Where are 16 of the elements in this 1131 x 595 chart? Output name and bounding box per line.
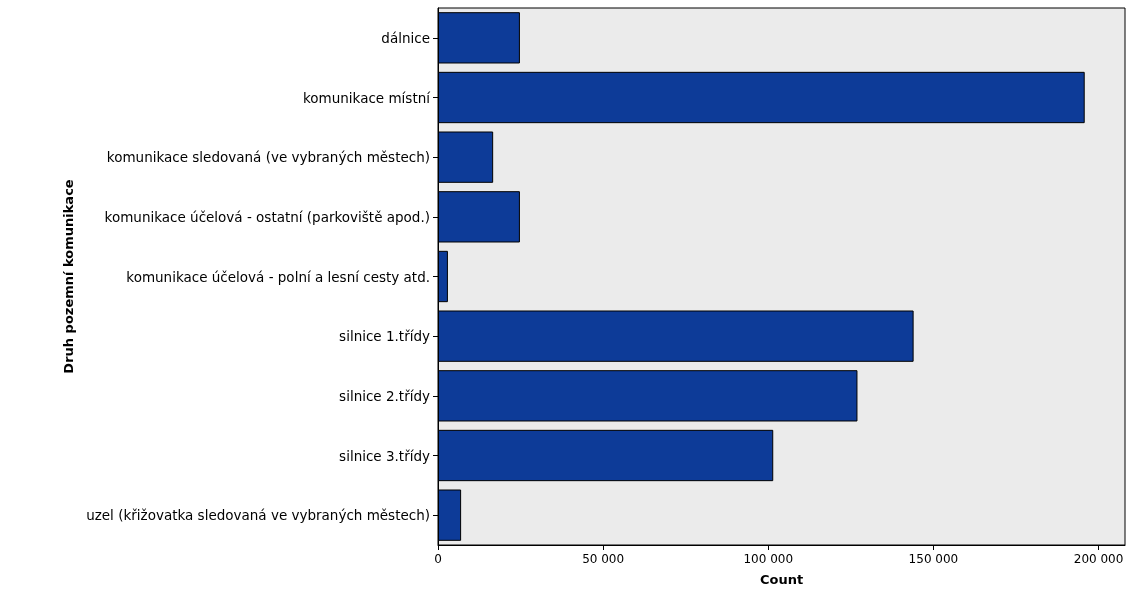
x-axis-title: Count — [759, 572, 804, 587]
x-tick-label: 50 000 — [582, 552, 625, 566]
y-tick-label: silnice 3.třídy — [339, 447, 430, 464]
x-tick-label: 0 — [434, 552, 442, 566]
y-tick-label: dálnice — [381, 29, 430, 46]
y-tick-label: komunikace místní — [302, 89, 432, 106]
y-axis-title: Druh pozemní komunikace — [61, 179, 77, 374]
x-tick-label: 150 000 — [908, 552, 959, 566]
x-tick-label: 200 000 — [1073, 552, 1124, 566]
y-tick-label: komunikace účelová - ostatní (parkoviště apod.) — [104, 208, 430, 225]
x-tick-label: 100 000 — [743, 552, 794, 566]
y-tick-label: silnice 2.třídy — [339, 387, 430, 404]
y-tick-label: komunikace sledovaná (ve vybraných městech) — [106, 149, 430, 166]
y-tick-label: komunikace účelová - polní a lesní cesty atd. — [126, 268, 430, 285]
y-tick-label: silnice 1.třídy — [339, 328, 430, 345]
y-tick-label: uzel (křižovatka sledovaná ve vybraných městech) — [86, 507, 430, 524]
